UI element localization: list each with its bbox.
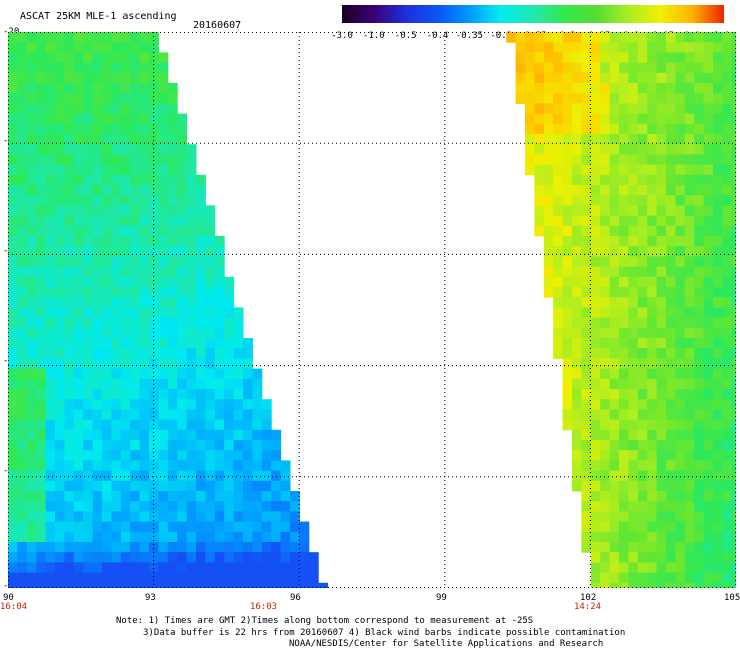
footer-note-2: 3)Data buffer is 22 hrs from 20160607 4)… <box>143 628 626 638</box>
map-plot <box>8 32 736 588</box>
colorbar-label-4: -0.35 <box>455 31 483 41</box>
colorbar-label-0: -3.0 <box>331 31 353 41</box>
footer-note-1: Note: 1) Times are GMT 2)Times along bot… <box>116 616 534 626</box>
time-label-2: 14:24 <box>574 602 602 612</box>
lon-label-99: 99 <box>436 593 447 603</box>
time-label-1: 16:03 <box>250 602 278 612</box>
colorbar-label-3: -0.4 <box>426 31 449 41</box>
swath-cells <box>8 32 736 588</box>
lon-label-105: 105 <box>724 593 740 603</box>
time-label-0: 16:04 <box>0 602 28 612</box>
graticule <box>8 32 736 588</box>
colorbar-label-2: -0.5 <box>394 31 417 41</box>
lon-label-90: 90 <box>3 593 14 603</box>
lon-label-102: 102 <box>580 593 597 603</box>
product-date: 20160607 <box>193 20 242 31</box>
footer-note-3: NOAA/NESDIS/Center for Satellite Applica… <box>289 639 604 649</box>
lon-label-93: 93 <box>145 593 156 603</box>
colorbar-label-1: -1.0 <box>363 31 385 41</box>
colorbar-gradient <box>342 5 724 23</box>
colorbar-label-5: -0.3 <box>490 31 513 41</box>
colorbar-swatches <box>342 5 724 23</box>
colorbar: -3.0-1.0-0.5-0.4-0.35-0.3-0.25-0.2-0.15-… <box>331 5 730 41</box>
lon-label-96: 96 <box>290 593 301 603</box>
product-title: ASCAT 25KM MLE-1 ascending <box>20 11 177 22</box>
